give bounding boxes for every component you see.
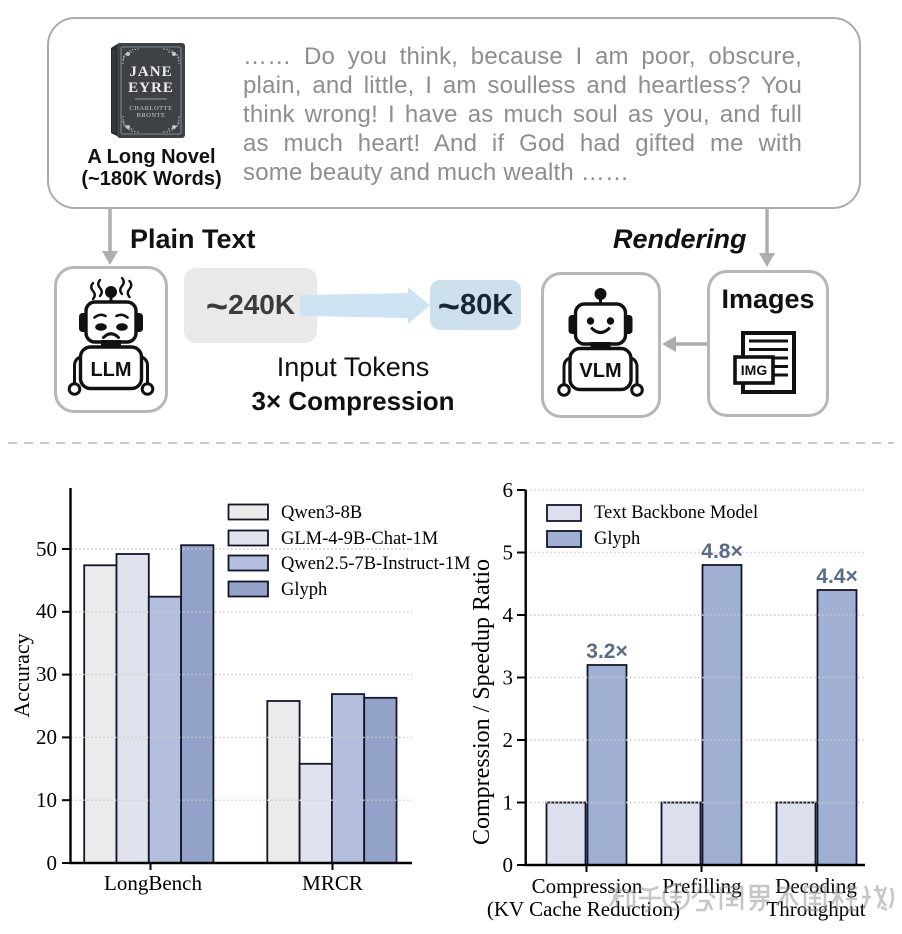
svg-text:6: 6 xyxy=(503,478,514,502)
svg-text:4.8×: 4.8× xyxy=(701,540,742,563)
svg-text:0: 0 xyxy=(503,853,514,877)
svg-text:Glyph: Glyph xyxy=(281,580,327,600)
svg-text:LLM: LLM xyxy=(90,359,131,381)
svg-text:2: 2 xyxy=(503,728,514,752)
svg-text:VLM: VLM xyxy=(579,360,621,382)
svg-text:4.4×: 4.4× xyxy=(816,565,857,588)
svg-text:Compression: Compression xyxy=(532,874,643,898)
svg-text:50: 50 xyxy=(36,537,57,561)
svg-text:MRCR: MRCR xyxy=(302,871,363,895)
svg-text:Compression / Speedup Ratio: Compression / Speedup Ratio xyxy=(469,559,495,845)
svg-text:IMG: IMG xyxy=(741,362,768,378)
svg-text:1: 1 xyxy=(503,791,514,815)
svg-text:GLM-4-9B-Chat-1M: GLM-4-9B-Chat-1M xyxy=(281,529,438,549)
svg-text:4: 4 xyxy=(503,603,514,627)
svg-text:20: 20 xyxy=(36,725,57,749)
svg-text:CHARLOTTE: CHARLOTTE xyxy=(129,105,172,112)
svg-text:3.2×: 3.2× xyxy=(586,640,627,663)
svg-text:EYRE: EYRE xyxy=(128,80,174,96)
svg-text:40: 40 xyxy=(36,599,57,623)
svg-text:JANE: JANE xyxy=(129,64,172,80)
svg-text:BRONTE: BRONTE xyxy=(137,112,166,119)
svg-text:30: 30 xyxy=(36,662,57,686)
svg-text:Qwen2.5-7B-Instruct-1M: Qwen2.5-7B-Instruct-1M xyxy=(281,554,471,574)
svg-text:Glyph: Glyph xyxy=(594,529,640,549)
svg-text:Accuracy: Accuracy xyxy=(9,633,34,717)
svg-text:Text Backbone Model: Text Backbone Model xyxy=(594,503,758,523)
svg-text:(KV Cache Reduction): (KV Cache Reduction) xyxy=(487,897,680,921)
svg-text:Qwen3-8B: Qwen3-8B xyxy=(281,503,362,523)
svg-text:0: 0 xyxy=(47,851,58,875)
svg-text:5: 5 xyxy=(503,541,514,565)
svg-text:3: 3 xyxy=(503,666,514,690)
svg-text:LongBench: LongBench xyxy=(104,871,202,895)
svg-text:10: 10 xyxy=(36,788,57,812)
